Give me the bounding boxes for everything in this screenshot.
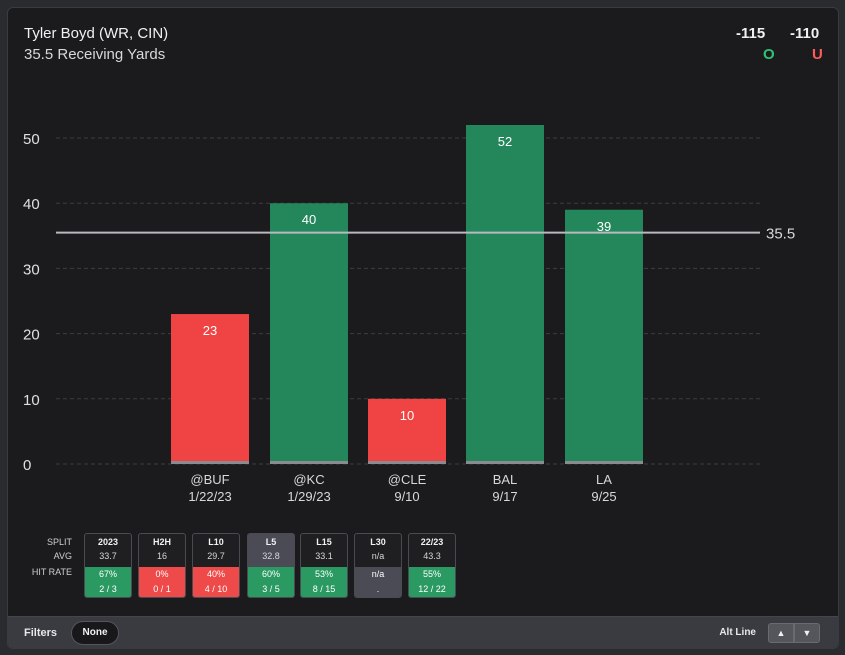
split-hit-rate: n/a. [355, 567, 401, 597]
prop-line-label: 35.5 [766, 226, 795, 243]
bar [270, 203, 348, 464]
alt-line-down-button[interactable]: ▼ [794, 623, 820, 643]
split-hit-rate: 60% 3 / 5 [248, 567, 294, 597]
avg-row-label: AVG [53, 551, 72, 561]
split-avg: 33.7 [99, 551, 117, 561]
y-tick-label: 20 [23, 327, 40, 344]
split-l15[interactable]: L15 33.1 53% 8 / 15 [300, 533, 348, 598]
prop-line-value: 35.5 [24, 46, 54, 63]
hit-rate-percent: 55% [422, 569, 441, 579]
hit-rate-fraction: 3 / 5 [262, 584, 280, 594]
split-hit-rate: 53% 8 / 15 [301, 567, 347, 597]
over-label[interactable]: O [763, 46, 775, 63]
split-hit-rate: 40% 4 / 10 [193, 567, 239, 597]
split-hit-rate: 0% 0 / 1 [139, 567, 185, 597]
split-avg: 32.8 [262, 551, 280, 561]
hit-rate-percent: 53% [314, 569, 333, 579]
hit-rate-fraction: . [376, 584, 380, 594]
x-category-label: BAL [493, 472, 518, 487]
bar-value-label: 10 [400, 408, 414, 423]
footer-bar: Filters None Alt Line ▲ ▼ [8, 616, 838, 648]
x-category-label: @KC [293, 472, 324, 487]
split-avg: n/a [371, 551, 385, 561]
split-row-label: SPLIT [46, 537, 72, 547]
hit-rate-percent: n/a [371, 569, 385, 579]
split-name: L15 [316, 537, 332, 547]
y-tick-label: 30 [23, 261, 40, 278]
bar-baseline [171, 461, 249, 464]
player-name: Tyler Boyd (WR, CIN) [24, 25, 169, 42]
split-name: L10 [208, 537, 224, 547]
over-odds[interactable]: -115 [736, 25, 766, 42]
y-tick-label: 10 [23, 392, 40, 409]
prop-card: Tyler Boyd (WR, CIN) 35.5 Receiving Yard… [7, 7, 839, 649]
hit-rate-row-label: HIT RATE [31, 567, 72, 577]
bar-value-label: 52 [498, 134, 512, 149]
split-name: 22/23 [420, 537, 444, 547]
split-hit-rate: 55% 12 / 22 [409, 567, 455, 597]
hit-rate-percent: 67% [98, 569, 117, 579]
hit-rate-fraction: 8 / 15 [312, 584, 336, 594]
x-category-label: @BUF [190, 472, 229, 487]
split-name: L30 [370, 537, 386, 547]
split-name: 2023 [97, 537, 119, 547]
split-h2h[interactable]: H2H 16 0% 0 / 1 [138, 533, 186, 598]
hit-rate-fraction: 4 / 10 [204, 584, 228, 594]
filter-pill[interactable]: None [71, 621, 119, 645]
split-hit-rate: 67% 2 / 3 [85, 567, 131, 597]
filters-label: Filters [24, 627, 58, 639]
x-date-label: 9/17 [492, 489, 517, 504]
bar [466, 125, 544, 464]
x-category-label: LA [596, 472, 612, 487]
alt-line-label: Alt Line [719, 627, 756, 638]
y-tick-label: 40 [23, 196, 40, 213]
bar [368, 398, 446, 464]
bar-baseline [466, 461, 544, 464]
bar-value-label: 23 [203, 323, 217, 338]
prop-type: Receiving Yards [57, 46, 166, 63]
bar [565, 209, 643, 464]
under-odds[interactable]: -110 [790, 25, 820, 42]
y-tick-label: 0 [23, 457, 31, 474]
split-avg: 16 [156, 551, 167, 561]
x-date-label: 9/10 [394, 489, 419, 504]
split-l5[interactable]: L5 32.8 60% 3 / 5 [247, 533, 295, 598]
hit-rate-fraction: 2 / 3 [99, 584, 117, 594]
prop-line: 35.5 Receiving Yards [24, 46, 165, 63]
hit-rate-fraction: 0 / 1 [153, 584, 171, 594]
split-l30[interactable]: L30 n/a n/a. [354, 533, 402, 598]
split-avg: 29.7 [207, 551, 225, 561]
split-row-labels: SPLIT AVG HIT RATE [22, 535, 72, 579]
bar-value-label: 39 [597, 219, 611, 234]
split-l10[interactable]: L10 29.7 40% 4 / 10 [192, 533, 240, 598]
bar-baseline [270, 461, 348, 464]
split-name: L5 [265, 537, 277, 547]
under-label[interactable]: U [812, 46, 823, 63]
split-name: H2H [152, 537, 171, 547]
split-2023[interactable]: 2023 33.7 67% 2 / 3 [84, 533, 132, 598]
split-avg: 33.1 [315, 551, 333, 561]
bar [171, 314, 249, 464]
bar-baseline [565, 461, 643, 464]
chevron-down-icon: ▼ [802, 628, 812, 638]
hit-rate-percent: 0% [155, 569, 169, 579]
y-tick-label: 50 [23, 131, 40, 148]
x-date-label: 1/22/23 [188, 489, 231, 504]
chevron-up-icon: ▲ [776, 628, 786, 638]
x-category-label: @CLE [388, 472, 427, 487]
bar-chart: 0 10 20 30 40 50 23 @BUF 1/22/23 40 @KC 1/29/23 10 @C… [23, 125, 795, 504]
hit-rate-fraction: 12 / 22 [418, 584, 446, 594]
bar-baseline [368, 461, 446, 464]
hit-rate-percent: 40% [206, 569, 225, 579]
hit-rate-percent: 60% [261, 569, 280, 579]
split-22-23[interactable]: 22/23 43.3 55% 12 / 22 [408, 533, 456, 598]
split-avg: 43.3 [423, 551, 441, 561]
x-date-label: 1/29/23 [287, 489, 330, 504]
alt-line-up-button[interactable]: ▲ [768, 623, 794, 643]
x-date-label: 9/25 [591, 489, 616, 504]
bar-value-label: 40 [302, 212, 316, 227]
